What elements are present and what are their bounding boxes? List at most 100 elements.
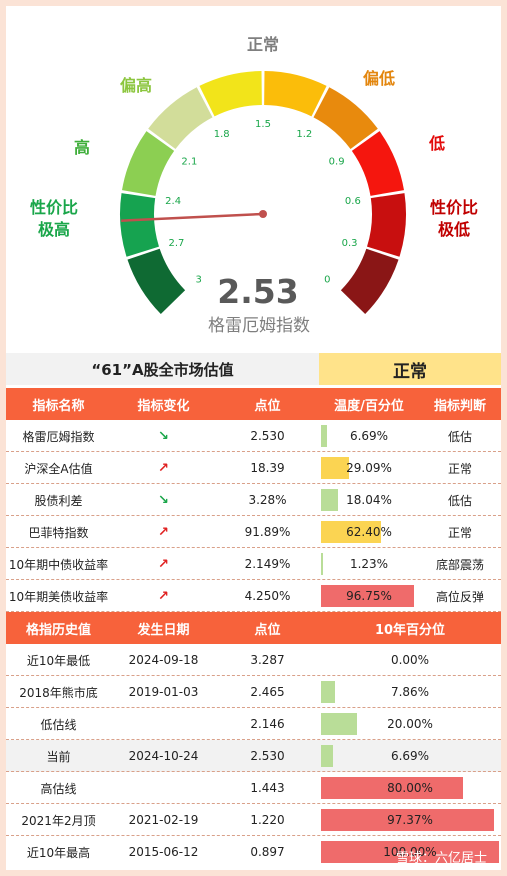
indicator-judgement: 高位反弹: [435, 589, 484, 604]
gauge-needle: [121, 212, 264, 222]
history-value: 2.530: [250, 749, 285, 763]
indicator-judgement: 低估: [447, 429, 472, 444]
header-cell: 10年百分位: [374, 622, 446, 638]
gauge-zone-label: 性价比极低: [430, 198, 478, 239]
history-name: 近10年最低: [26, 653, 91, 668]
history-date: 2021-02-19: [128, 813, 199, 827]
history-value: 0.897: [250, 845, 285, 859]
history-date: 2019-01-03: [128, 685, 199, 699]
table-row: 近10年最低 2024-09-18 3.287 0.00%: [6, 644, 501, 676]
percentile-value: 20.00%: [387, 717, 433, 731]
header-cell: 指标判断: [433, 398, 486, 414]
row-divider: [6, 739, 501, 740]
indicator-name: 格雷厄姆指数: [22, 429, 95, 444]
percentile-bar: [321, 745, 333, 767]
indicator-value: 18.39: [250, 461, 285, 475]
percentile-bar: [321, 521, 381, 543]
trend-arrow-icon: ↗: [158, 588, 169, 604]
table-row: 2021年2月顶 2021-02-19 1.220 97.37%: [6, 804, 501, 836]
percentile-value: 100.00%: [383, 845, 437, 859]
history-value: 3.287: [250, 653, 285, 667]
indicator-value: 91.89%: [244, 525, 291, 539]
header-cell: 格指历史值: [25, 622, 91, 638]
table-row: 近10年最高 2015-06-12 0.897 100.00%: [6, 836, 501, 868]
percentile-bar: [321, 777, 464, 799]
indicator-name: 巴菲特指数: [28, 525, 89, 540]
indicator-name: 股债利差: [34, 493, 83, 508]
gauge-segment-4: [199, 71, 262, 117]
history-value: 2.146: [250, 717, 285, 731]
percentile-value: 7.86%: [390, 685, 430, 699]
percentile-bar: [321, 425, 328, 447]
row-divider: [6, 515, 501, 516]
gauge-segment-9: [340, 248, 399, 315]
history-date: 2024-10-24: [128, 749, 199, 763]
percentile-bar: [321, 553, 323, 575]
indicator-name: 10年期美债收益率: [8, 589, 109, 604]
row-divider: [6, 483, 501, 484]
row-divider: [6, 771, 501, 772]
trend-arrow-icon: ↘: [158, 492, 169, 508]
history-name: 当前: [46, 749, 71, 764]
history-value: 2.465: [250, 685, 285, 699]
indicator-value: 2.149%: [244, 557, 291, 571]
percentile-bar: [321, 489, 339, 511]
gauge-tick-label: 3: [195, 274, 201, 285]
history-date: [111, 772, 216, 804]
row-divider: [6, 579, 501, 580]
percentile-bar: [321, 809, 495, 831]
gauge-tick-label: 0.9: [329, 157, 345, 168]
history-value: 1.443: [250, 781, 285, 795]
trend-arrow-icon: ↘: [158, 428, 169, 444]
header-cell: 点位: [254, 622, 281, 638]
gauge-zone-label: 性价比极高: [30, 198, 78, 239]
table-row: 10年期中债收益率 ↗ 2.149% 1.23% 底部震荡: [6, 548, 501, 580]
gauge-zone-label: 高: [74, 138, 90, 157]
percentile-value: 62.40%: [346, 525, 392, 539]
watermark: 雪球：六亿居士: [395, 851, 487, 866]
market-title: “61”A股全市场估值: [6, 353, 319, 385]
indicator-value: 4.250%: [244, 589, 291, 603]
percentile-bar: [321, 585, 414, 607]
percentile-bar: [321, 457, 349, 479]
gauge-zone-label: 偏低: [363, 69, 395, 88]
indicator-value: 3.28%: [248, 493, 287, 507]
table-row: 沪深全A估值 ↗ 18.39 29.09% 正常: [6, 452, 501, 484]
gauge-segment-6: [313, 87, 378, 150]
gauge-tick-label: 1.2: [296, 129, 312, 140]
trend-arrow-icon: ↗: [158, 556, 169, 572]
trend-arrow-icon: ↗: [158, 460, 169, 476]
gauge-segment-0: [127, 248, 186, 315]
row-divider: [6, 803, 501, 804]
header-cell: 发生日期: [137, 622, 190, 638]
gauge-tick-label: 1.5: [255, 119, 271, 130]
gauge-segment-1: [120, 193, 159, 257]
indicator-judgement: 正常: [447, 461, 472, 476]
percentile-value: 80.00%: [387, 781, 433, 795]
table-row: 低估线 2.146 20.00%: [6, 708, 501, 740]
report-frame: 3 2.7 2.4 2.1 1.8 1.5 1.2 0.9 0.6 0.3 0 性价比极高高偏高 正常偏…: [6, 6, 501, 870]
percentile-bar: [321, 713, 357, 735]
indicator-judgement: 底部震荡: [435, 557, 484, 572]
header-cell: 点位: [254, 398, 281, 414]
market-status: 正常: [319, 353, 501, 385]
table-row: 10年期美债收益率 ↗ 4.250% 96.75% 高位反弹: [6, 580, 501, 612]
table-row: 格雷厄姆指数 ↘ 2.530 6.69% 低估: [6, 420, 501, 452]
percentile-value: 29.09%: [346, 461, 392, 475]
row-divider: [6, 707, 501, 708]
gauge-tick-label: 2.4: [165, 196, 181, 207]
gauge-tick-label: 1.8: [214, 129, 230, 140]
gauge-tick-label: 0: [324, 274, 330, 285]
indicator-judgement: 低估: [447, 493, 472, 508]
row-divider: [6, 675, 501, 676]
row-divider: [6, 835, 501, 836]
percentile-value: 96.75%: [346, 589, 392, 603]
history-table-header: 格指历史值 发生日期 点位 10年百分位: [6, 612, 501, 644]
gauge-zone-label: 低: [428, 134, 445, 153]
header-cell: 指标变化: [137, 398, 190, 414]
history-name: 高估线: [40, 781, 77, 796]
indicator-value: 2.530: [250, 429, 285, 443]
gauge-needle-hub: [259, 210, 267, 218]
percentile-bar: [321, 841, 499, 863]
history-date: 2015-06-12: [128, 845, 199, 859]
